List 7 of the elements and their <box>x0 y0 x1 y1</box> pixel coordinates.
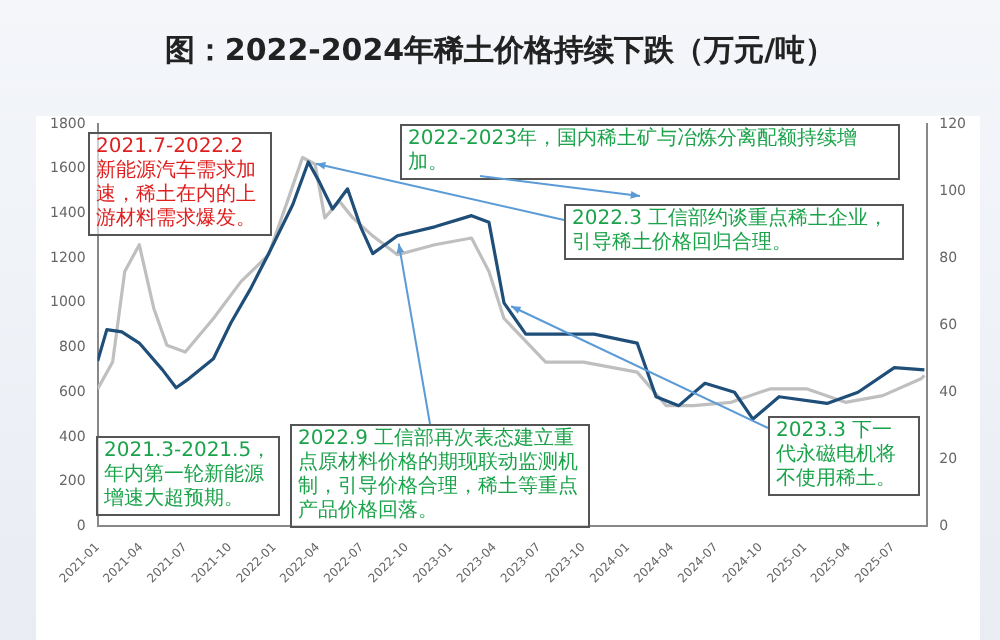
annotation: 2023.3 下一代永磁电机将不使用稀土。 <box>768 416 920 496</box>
annotation: 2021.7-2022.2 新能源汽车需求加速，稀土在内的上游材料需求爆发。 <box>88 132 272 236</box>
annotation: 2022-2023年，国内稀土矿与冶炼分离配额持续增加。 <box>400 124 900 180</box>
annotation: 2022.3 工信部约谈重点稀土企业，引导稀土价格回归合理。 <box>564 204 904 260</box>
chart-title: 图：2022-2024年稀土价格持续下跌（万元/吨） <box>162 32 838 70</box>
annotation: 2022.9 工信部再次表态建立重点原材料价格的期现联动监测机制，引导价格合理，稀土等重点产品价格回落。 <box>290 424 590 528</box>
annotation: 2021.3-2021.5，年内第一轮新能源增速大超预期。 <box>96 436 280 516</box>
